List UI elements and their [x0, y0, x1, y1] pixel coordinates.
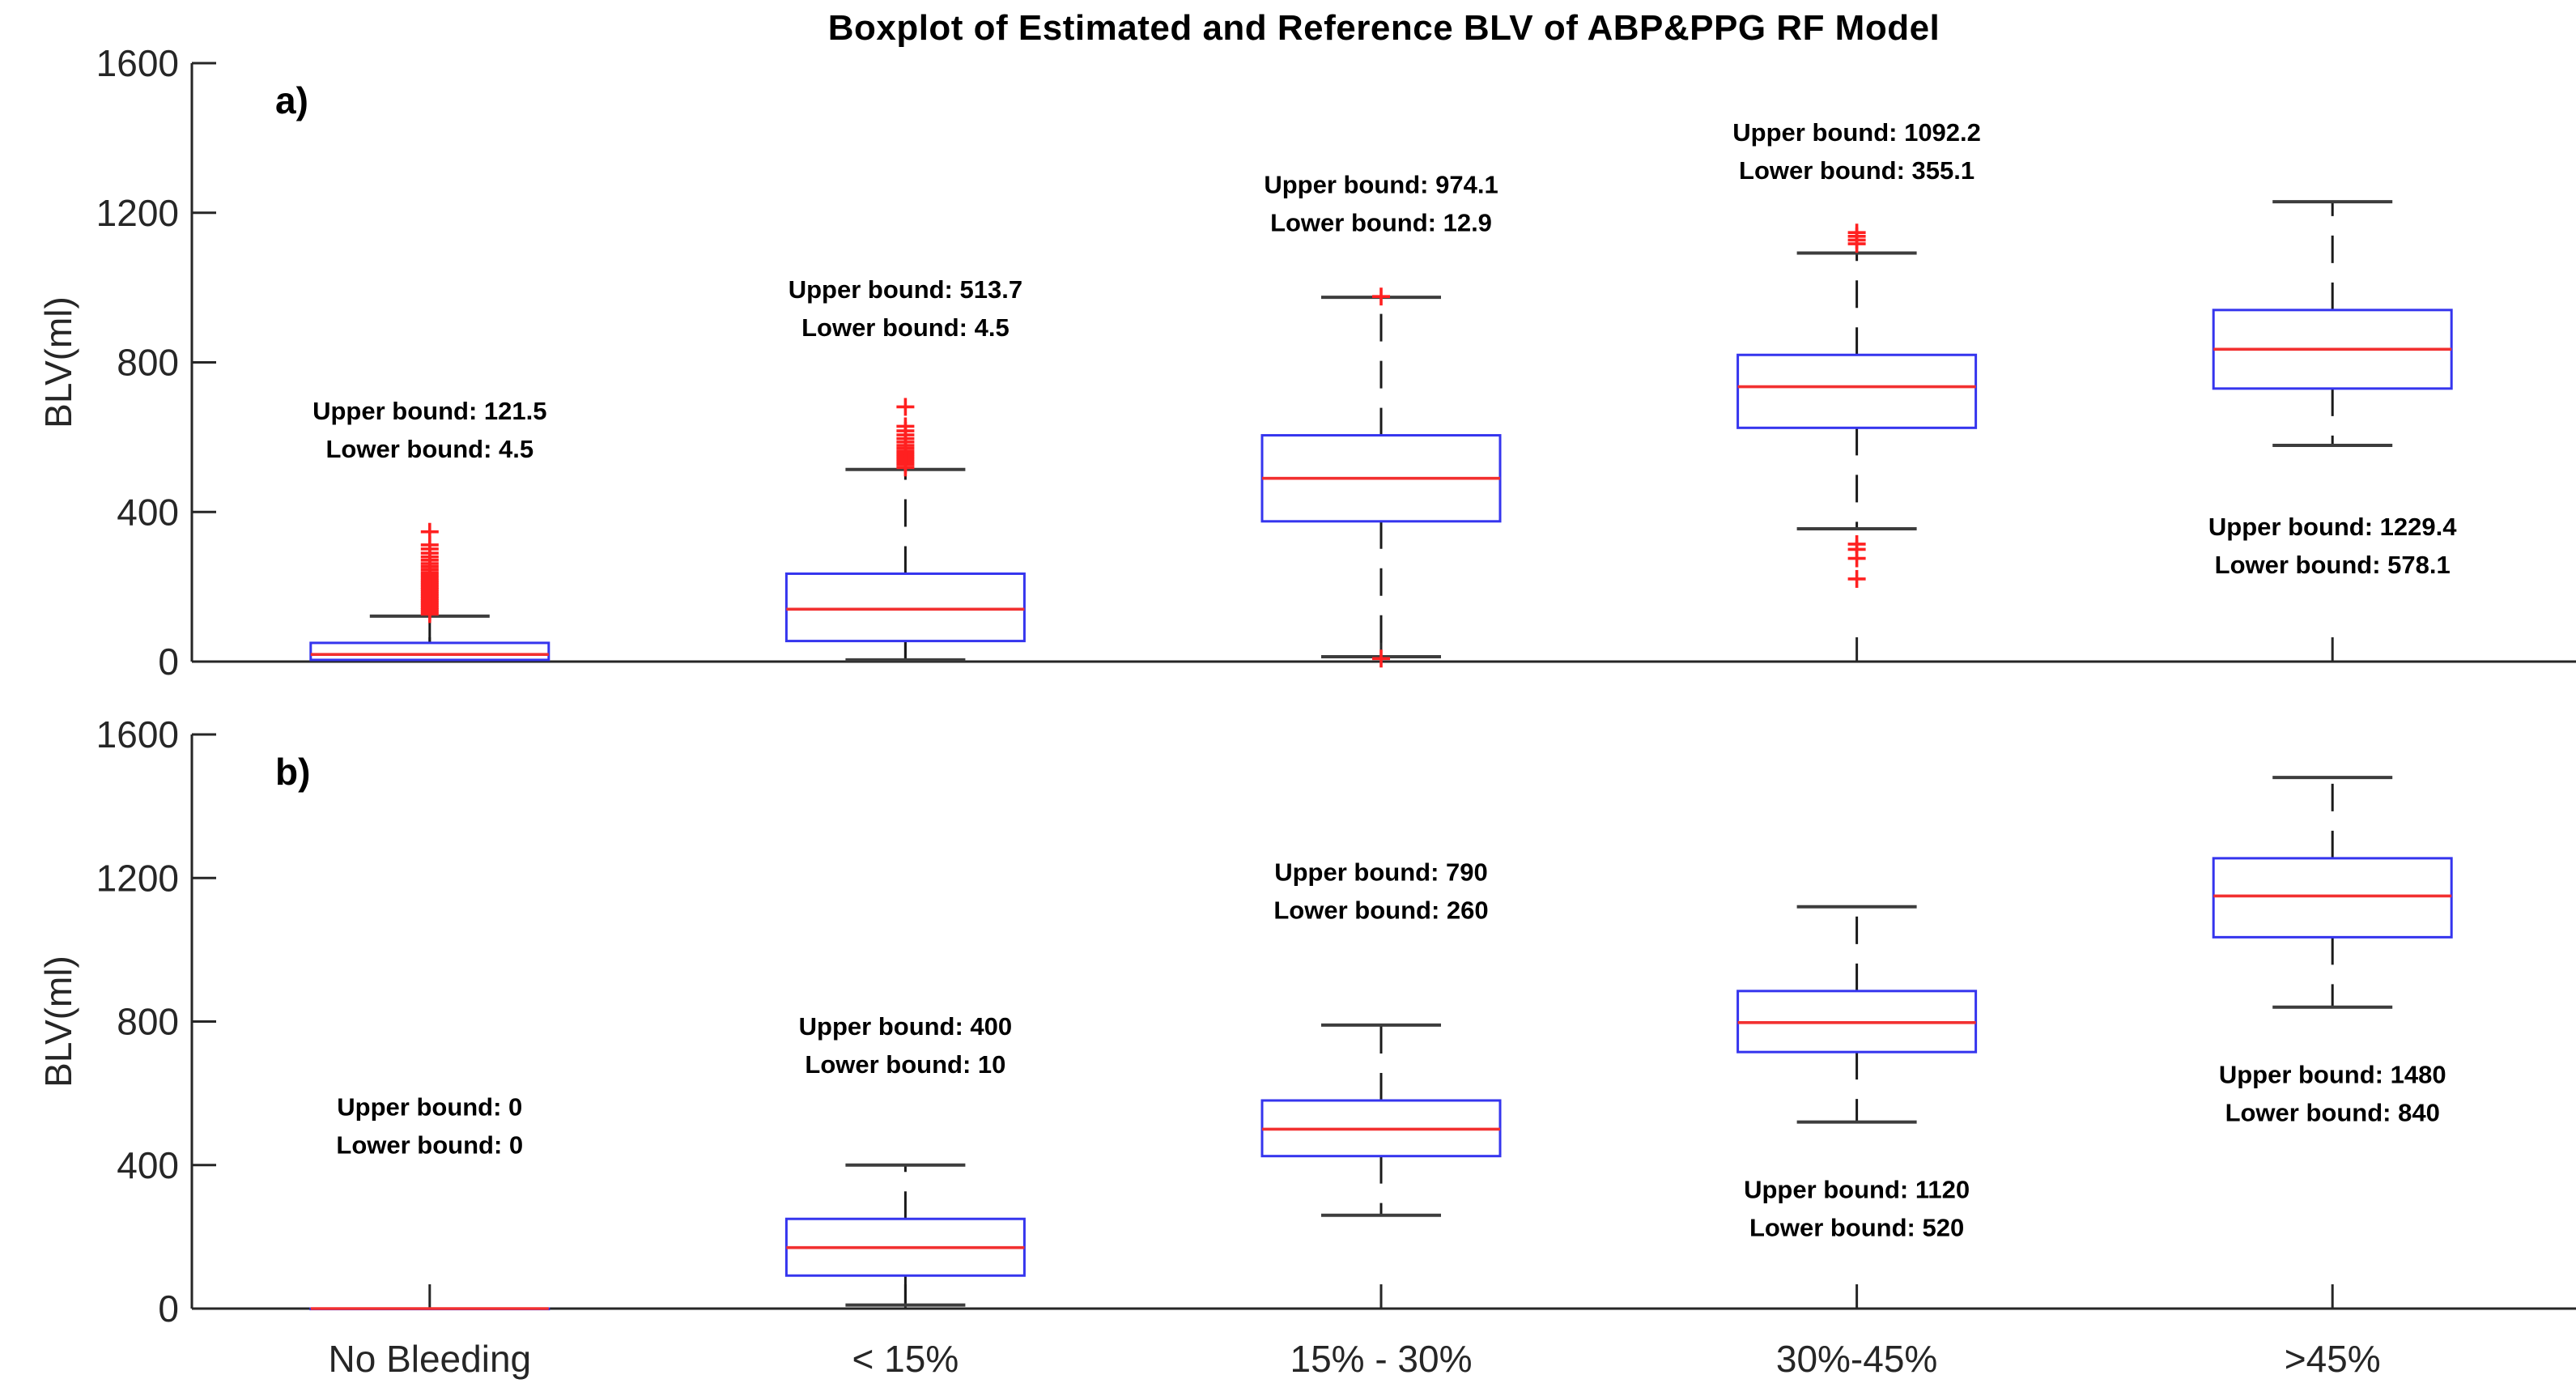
- y-axis-label: BLV(ml): [37, 296, 79, 428]
- upper-bound-annotation: Upper bound: 121.5: [312, 397, 546, 425]
- upper-bound-annotation: Upper bound: 790: [1274, 858, 1488, 886]
- x-tick-label: No Bleeding: [328, 1338, 531, 1380]
- y-tick-label: 1200: [96, 192, 179, 234]
- lower-bound-annotation: Lower bound: 12.9: [1270, 209, 1492, 237]
- iqr-box: [784, 572, 1026, 643]
- x-tick-label: < 15%: [852, 1338, 959, 1380]
- y-tick-label: 1600: [96, 42, 179, 84]
- lower-bound-annotation: Lower bound: 4.5: [325, 435, 533, 463]
- panel-label: a): [275, 79, 308, 121]
- x-tick-label: >45%: [2285, 1338, 2381, 1380]
- lower-bound-annotation: Lower bound: 260: [1273, 896, 1488, 924]
- iqr-box: [309, 641, 550, 662]
- upper-bound-annotation: Upper bound: 0: [337, 1093, 522, 1122]
- y-tick-label: 400: [117, 1144, 179, 1186]
- lower-bound-annotation: Lower bound: 4.5: [801, 313, 1010, 342]
- upper-bound-annotation: Upper bound: 1092.2: [1732, 118, 1981, 147]
- panel-label: b): [275, 751, 310, 793]
- x-tick-label: 15% - 30%: [1290, 1338, 1472, 1380]
- iqr-box: [2212, 857, 2453, 939]
- upper-bound-annotation: Upper bound: 400: [799, 1012, 1013, 1041]
- upper-bound-annotation: Upper bound: 974.1: [1264, 171, 1498, 199]
- lower-bound-annotation: Lower bound: 10: [805, 1050, 1005, 1079]
- lower-bound-annotation: Lower bound: 578.1: [2215, 551, 2451, 579]
- lower-bound-annotation: Lower bound: 520: [1749, 1213, 1964, 1241]
- upper-bound-annotation: Upper bound: 1229.4: [2208, 513, 2457, 541]
- lower-bound-annotation: Lower bound: 840: [2225, 1099, 2440, 1127]
- y-tick-label: 0: [158, 641, 179, 683]
- upper-bound-annotation: Upper bound: 1120: [1744, 1175, 1970, 1203]
- lower-bound-annotation: Lower bound: 0: [336, 1131, 523, 1160]
- y-tick-label: 0: [158, 1288, 179, 1330]
- y-tick-label: 1600: [96, 713, 179, 756]
- y-tick-label: 800: [117, 342, 179, 384]
- y-tick-label: 1200: [96, 857, 179, 899]
- y-axis-label: BLV(ml): [37, 956, 79, 1088]
- y-tick-label: 400: [117, 491, 179, 533]
- x-tick-label: 30%-45%: [1776, 1338, 1937, 1380]
- upper-bound-annotation: Upper bound: 513.7: [789, 275, 1022, 304]
- iqr-box: [1736, 353, 1978, 429]
- lower-bound-annotation: Lower bound: 355.1: [1739, 156, 1975, 185]
- y-tick-label: 800: [117, 1001, 179, 1043]
- chart-title: Boxplot of Estimated and Reference BLV o…: [827, 8, 1941, 48]
- upper-bound-annotation: Upper bound: 1480: [2219, 1061, 2446, 1089]
